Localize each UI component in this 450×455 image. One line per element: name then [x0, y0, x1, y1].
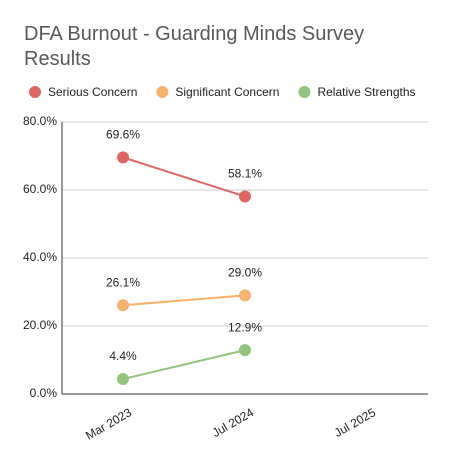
- y-tick-label: 0.0%: [30, 386, 58, 400]
- point: [117, 299, 129, 312]
- y-tick-label: 20.0%: [23, 318, 57, 332]
- point: [239, 190, 251, 203]
- series-line: [122, 294, 246, 307]
- y-tick-label: 40.0%: [23, 250, 57, 264]
- legend-label: Serious Concern: [48, 85, 137, 99]
- x-tick-label: Jul 2025: [332, 405, 379, 440]
- data-label: 58.1%: [228, 167, 262, 181]
- data-label: 29.0%: [228, 266, 262, 280]
- x-tick-label: Mar 2023: [83, 405, 134, 443]
- legend-marker: [156, 86, 169, 98]
- chart-title: DFA Burnout - Guarding Minds Survey Resu…: [24, 23, 365, 70]
- legend-label: Relative Strengths: [317, 85, 415, 99]
- point: [239, 344, 251, 357]
- point: [117, 373, 129, 386]
- point: [117, 151, 129, 164]
- data-label: 4.4%: [109, 349, 137, 363]
- data-label: 12.9%: [228, 320, 262, 334]
- data-label: 26.1%: [106, 275, 140, 289]
- point: [239, 289, 251, 302]
- y-tick-label: 60.0%: [23, 182, 57, 196]
- x-tick-label: Jul 2024: [210, 405, 257, 440]
- series-line: [122, 349, 246, 381]
- legend-label: Significant Concern: [175, 85, 279, 99]
- y-tick-label: 80.0%: [23, 114, 57, 128]
- series-line: [122, 156, 246, 198]
- legend-marker: [29, 86, 41, 98]
- legend-marker: [298, 86, 311, 98]
- data-label: 69.6%: [106, 128, 140, 142]
